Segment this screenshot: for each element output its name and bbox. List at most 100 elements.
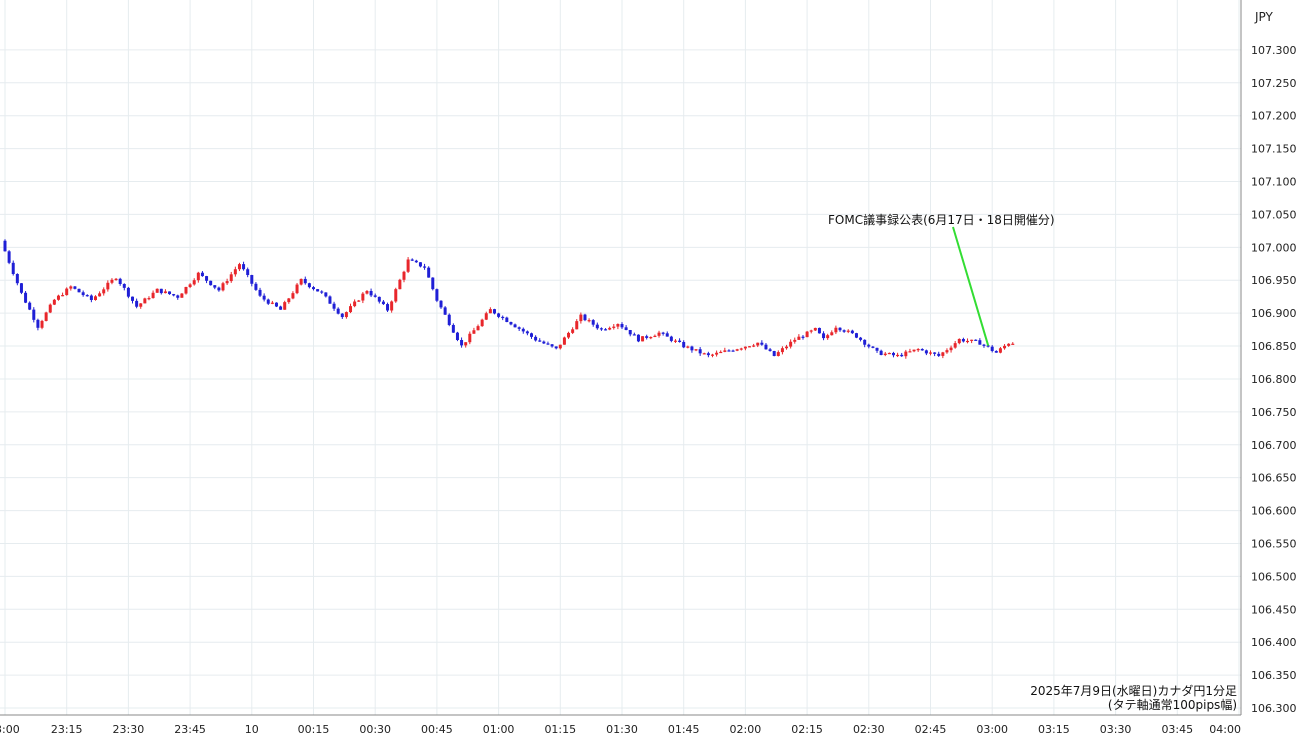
candle-up [748, 346, 752, 348]
candle-up [163, 291, 167, 294]
candle-down [599, 328, 603, 330]
candle-up [188, 284, 192, 287]
time-tick-label: 02:00 [730, 723, 762, 736]
candle-up [752, 345, 756, 347]
price-tick-label: 107.300 [1251, 44, 1297, 57]
candle-up [299, 278, 303, 285]
candle-down [645, 336, 649, 338]
price-tick-label: 107.050 [1251, 208, 1297, 221]
candle-up [225, 281, 229, 284]
price-tick-label: 106.300 [1251, 702, 1297, 715]
candle-up [229, 274, 233, 282]
candle-up [56, 295, 60, 300]
candle-up [139, 303, 143, 307]
price-tick-label: 106.850 [1251, 340, 1297, 353]
candle-down [933, 352, 937, 354]
candle-up [941, 352, 945, 356]
candle-down [850, 330, 854, 334]
candle-up [715, 352, 719, 355]
candle-up [110, 279, 114, 283]
candle-down [990, 346, 994, 351]
candle-up [653, 335, 657, 338]
candle-down [460, 339, 464, 346]
candle-down [77, 288, 81, 293]
candle-up [579, 314, 583, 322]
candle-down [423, 266, 427, 268]
price-tick-label: 106.800 [1251, 373, 1297, 386]
grid-layer [0, 0, 1241, 715]
candle-up [887, 352, 891, 355]
time-tick-label: 23:45 [174, 723, 206, 736]
candle-down [3, 240, 7, 252]
candle-up [394, 289, 398, 302]
candle-down [312, 287, 315, 290]
candle-up [571, 329, 575, 333]
candle-up [780, 348, 784, 353]
candle-up [484, 313, 488, 320]
candle-up [957, 338, 961, 344]
candle-down [377, 296, 381, 302]
candle-down [727, 350, 731, 352]
time-tick-label: 02:30 [853, 723, 885, 736]
candle-down [632, 334, 636, 336]
candle-down [994, 350, 998, 353]
time-tick-label: 10 [245, 723, 259, 736]
candle-down [89, 295, 93, 300]
candle-down [620, 324, 624, 328]
time-tick-label: 01:15 [544, 723, 576, 736]
candle-up [830, 332, 834, 336]
candle-up [106, 282, 110, 290]
candle-down [324, 292, 328, 297]
candle-down [126, 287, 130, 297]
candle-up [797, 336, 801, 340]
candle-up [357, 300, 361, 302]
price-tick-label: 107.150 [1251, 143, 1297, 156]
candle-down [373, 295, 377, 297]
candle-down [122, 283, 126, 288]
candle-down [455, 332, 459, 340]
candle-up [61, 295, 65, 297]
candle-up [916, 349, 920, 351]
candle-down [974, 339, 978, 341]
price-tick-label: 107.200 [1251, 110, 1297, 123]
candle-down [118, 278, 122, 284]
candle-down [900, 354, 904, 357]
candle-down [920, 349, 924, 351]
candle-down [340, 313, 344, 318]
price-tick-label: 106.400 [1251, 636, 1297, 649]
chart-caption-line2: (タテ軸通常100pips幅) [1108, 697, 1237, 712]
candle-down [842, 330, 846, 332]
candle-down [937, 353, 941, 356]
candle-down [497, 313, 501, 317]
time-tick-label: 00:15 [298, 723, 330, 736]
candle-down [982, 344, 986, 346]
candle-down [386, 304, 390, 311]
candle-down [591, 320, 595, 325]
candle-up [295, 284, 299, 294]
candle-down [32, 309, 36, 320]
candle-down [891, 352, 895, 356]
candle-down [242, 264, 246, 270]
time-tick-label: 03:45 [1161, 723, 1193, 736]
time-tick-label: 01:00 [483, 723, 515, 736]
candle-up [65, 288, 69, 296]
candle-up [998, 348, 1002, 353]
candle-up [468, 333, 472, 343]
time-tick-label: 00:30 [359, 723, 391, 736]
candle-up [558, 344, 562, 349]
candle-down [172, 294, 176, 296]
candle-up [155, 288, 159, 293]
candle-up [929, 352, 932, 354]
candle-up [344, 312, 348, 318]
candle-down [924, 350, 928, 354]
candle-down [665, 333, 669, 337]
candle-down [859, 337, 863, 340]
candle-down [628, 330, 632, 335]
candle-down [443, 307, 447, 315]
candle-up [353, 301, 357, 307]
candle-down [254, 283, 258, 290]
candle-down [604, 329, 608, 331]
candle-up [398, 279, 402, 290]
candle-up [743, 346, 747, 349]
candle-down [583, 314, 587, 321]
